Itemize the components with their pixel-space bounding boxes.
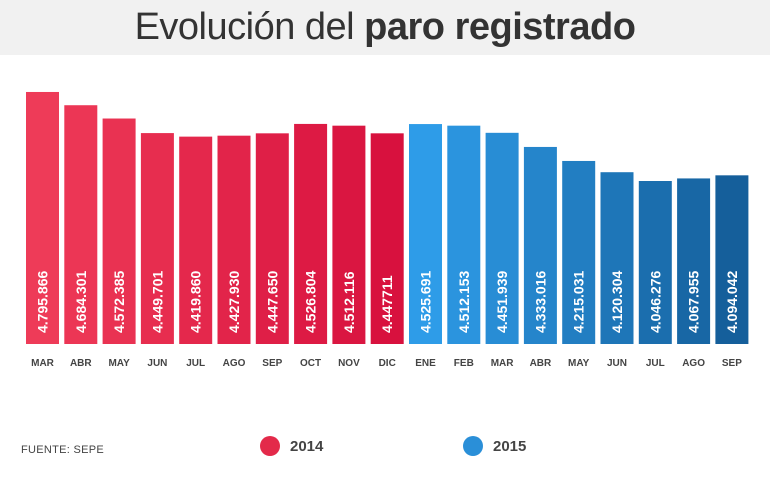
data-label: 4.067.955 [686, 271, 702, 333]
data-label: 4.451.939 [494, 271, 510, 333]
data-label: 4.795.866 [35, 271, 51, 333]
data-label: 4.120.304 [609, 271, 625, 333]
x-tick-label: MAR [491, 358, 515, 369]
bar-chart: 4.795.866 MAR 4.684.301 ABR 4.572.385 MAY 4.44… [26, 91, 749, 369]
legend-2015: 2015 [463, 436, 526, 456]
bar-ago-2015 [677, 178, 711, 344]
data-label: 4.512.153 [456, 271, 472, 333]
data-label: 4.447711 [379, 275, 395, 333]
bar-jun-2014 [140, 133, 174, 344]
legend-swatch-2014 [260, 436, 280, 456]
bar-jul-2014 [179, 136, 213, 344]
x-tick-label: JUL [646, 358, 665, 369]
bar-dic-2014 [370, 133, 404, 344]
x-tick-label: JUL [186, 358, 205, 369]
x-tick-label: FEB [454, 358, 474, 369]
x-tick-label: MAY [108, 358, 130, 369]
data-label: 4.094.042 [724, 271, 740, 333]
data-label: 4.512.116 [341, 271, 357, 333]
data-label: 4.427.930 [226, 271, 242, 333]
data-label: 4.684.301 [73, 271, 89, 333]
bar-nov-2014 [332, 125, 366, 344]
x-tick-label: OCT [300, 358, 321, 369]
bar-may-2015 [562, 160, 596, 344]
legend-label-2015: 2015 [493, 437, 527, 455]
data-label: 4.525.691 [418, 271, 434, 333]
data-label: 4.333.016 [532, 271, 548, 333]
data-label: 4.215.031 [571, 271, 587, 333]
source-note: FUENTE: SEPE [21, 444, 105, 456]
title-normal: Evolución del [134, 6, 365, 48]
bar-mar-2014 [26, 91, 59, 344]
bar-sep-2014 [255, 133, 289, 344]
x-tick-label: ABR [530, 358, 552, 369]
x-tick-label: SEP [262, 358, 282, 369]
bar-abr-2015 [523, 146, 557, 344]
title-bold: paro registrado [364, 6, 636, 48]
x-tick-label: MAR [31, 358, 55, 369]
x-tick-label: ENE [415, 358, 436, 369]
data-label: 4.449.701 [149, 271, 165, 333]
bar-may-2014 [102, 118, 136, 344]
x-tick-label: JUN [147, 358, 167, 369]
data-label: 4.572.385 [111, 271, 127, 333]
x-tick-label: ABR [70, 358, 92, 369]
chart-title: Evolución del paro registrado [0, 0, 770, 55]
x-tick-label: JUN [607, 358, 627, 369]
bar-jun-2015 [600, 172, 634, 344]
x-tick-label: MAY [568, 358, 590, 369]
x-tick-label: AGO [682, 358, 705, 369]
bar-oct-2014 [294, 123, 328, 344]
legend-2014: 2014 [260, 436, 323, 456]
bar-ene-2015 [409, 124, 442, 345]
x-tick-label: NOV [338, 358, 360, 369]
legend-label-2014: 2014 [290, 437, 324, 455]
x-tick-label: SEP [722, 358, 742, 369]
bar-mar-2015 [485, 132, 519, 344]
bar-sep-2015 [715, 175, 749, 344]
x-tick-label: AGO [223, 358, 246, 369]
bar-abr-2014 [64, 105, 98, 344]
x-tick-label: DIC [379, 358, 396, 369]
data-label: 4.419.860 [188, 271, 204, 333]
data-label: 4.526.804 [303, 271, 319, 333]
data-label: 4.447.650 [264, 271, 280, 333]
legend-swatch-2015 [463, 436, 483, 456]
bar-feb-2015 [447, 125, 481, 344]
data-label: 4.046.276 [647, 271, 663, 333]
bar-ago-2014 [217, 135, 251, 344]
bar-jul-2015 [638, 181, 672, 344]
